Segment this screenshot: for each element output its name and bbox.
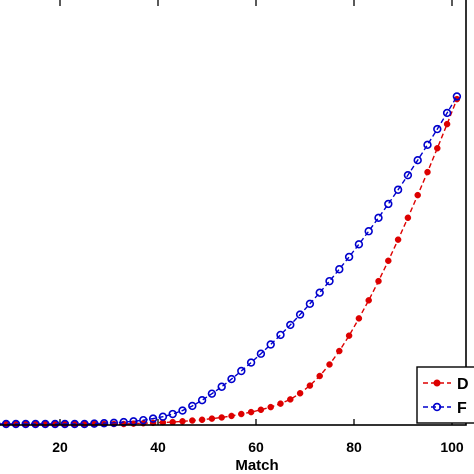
data-point-D [326,361,333,368]
data-point-D [404,214,412,222]
legend-box [416,366,474,424]
data-point-F [21,419,30,429]
data-point-D [247,408,255,416]
data-point-D [385,257,392,265]
data-point-F [11,419,21,429]
data-point-F [50,419,60,429]
data-point-F [80,419,89,429]
data-point-F [335,265,344,274]
data-point-D [394,236,402,243]
data-point-F [197,395,207,405]
data-point-D [169,418,176,426]
data-point-D [218,414,225,421]
legend-label: D [457,376,469,393]
data-point-F [452,92,462,101]
data-point-D [179,418,186,425]
data-point-D [189,417,196,424]
data-point-D [336,347,343,355]
data-point-F [31,419,40,429]
data-point-F [266,340,275,349]
legend: DF [416,366,474,424]
data-point-F [246,358,256,367]
data-point-F [344,252,354,262]
data-point-F [295,310,305,319]
data-point-D [345,332,353,339]
data-point-F [423,140,432,150]
data-point-F [374,213,383,222]
data-point-F [168,409,177,419]
data-point-D [228,412,235,420]
data-point-D [296,390,304,397]
data-point-D [257,406,265,414]
legend-label: F [457,400,467,417]
data-point-F [217,382,226,391]
data-point-F [178,406,187,415]
data-point-D [424,168,431,176]
legend-entry-F: F [423,400,467,417]
data-point-F [90,419,99,428]
plot-frame [0,0,467,426]
data-point-F [109,418,119,428]
data-point-D [365,297,372,304]
x-tick-label: 60 [248,439,264,455]
data-point-F [276,330,285,340]
data-point-F [139,415,148,425]
series-F [0,92,462,429]
x-tick-label: 80 [346,439,362,455]
x-tick-label: 40 [150,439,166,455]
legend-entry-D: D [423,376,469,393]
data-point-D [208,415,216,422]
data-point-F [60,419,70,429]
data-point-D [414,191,421,199]
data-point-F [286,320,295,330]
data-point-D [238,410,245,418]
data-point-F [237,366,246,376]
data-point-F [442,108,452,118]
data-point-D [277,400,284,407]
data-point-F [413,155,422,165]
data-point-F [70,419,79,429]
data-point-F [158,412,168,421]
data-point-D [375,277,382,285]
legend-marker [433,379,441,387]
data-point-D [443,120,451,128]
data-point-F [227,374,236,384]
data-point-D [355,315,363,322]
data-point-F [188,401,197,411]
data-point-F [384,199,393,209]
x-axis-label: Match [235,457,278,474]
data-point-D [267,403,274,411]
data-point-F [256,349,266,358]
data-point-F [403,170,413,180]
data-point-F [99,419,109,428]
data-point-D [198,416,206,424]
legend-marker [432,402,442,412]
data-point-F [207,389,217,398]
data-point-F [305,299,315,309]
data-point-F [433,124,442,134]
x-tick-label: 20 [52,439,68,455]
data-point-F [41,419,50,429]
data-point-F [354,240,364,249]
data-point-F [393,185,403,194]
data-point-F [1,419,11,429]
data-point-D [287,396,294,403]
data-point-F [364,227,373,236]
x-tick-label: 100 [440,439,464,455]
data-point-D [316,372,323,380]
data-point-F [148,414,158,423]
data-point-D [434,145,441,152]
data-point-D [306,382,314,389]
data-point-F [315,288,324,297]
data-point-F [325,276,334,286]
